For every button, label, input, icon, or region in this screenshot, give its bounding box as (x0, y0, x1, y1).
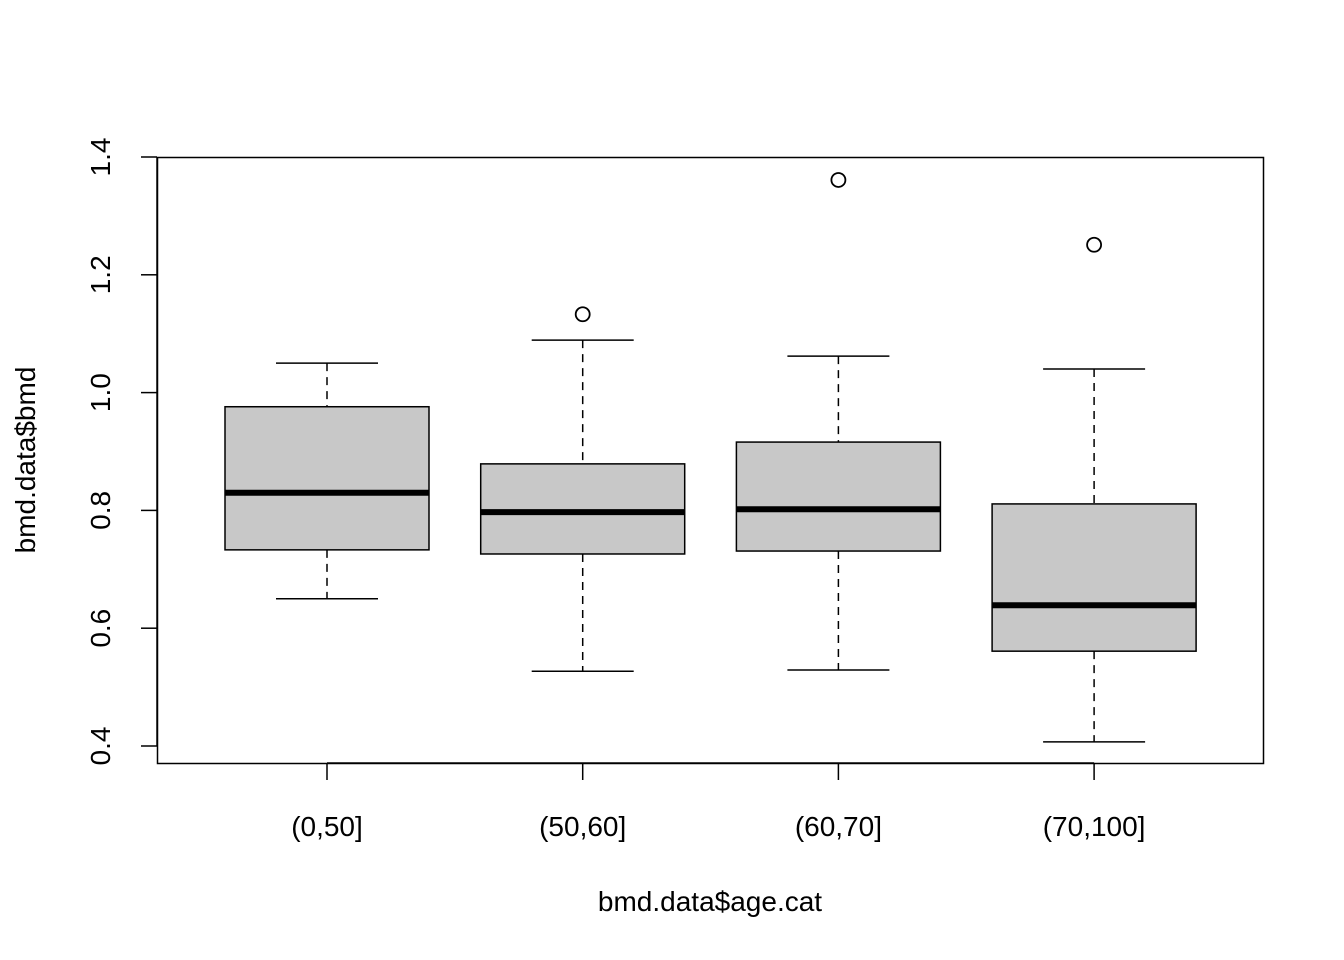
x-tick-label: (60,70] (795, 811, 882, 842)
outlier-point (830, 172, 847, 188)
y-tick-label: 0.4 (85, 727, 116, 766)
x-axis-label: bmd.data$age.cat (598, 886, 822, 917)
y-tick-label: 1.2 (85, 255, 116, 294)
box-iqr (735, 441, 942, 552)
plot-frame (156, 156, 1265, 765)
y-axis-label: bmd.data$bmd (10, 367, 41, 554)
y-tick-label: 1.4 (85, 138, 116, 177)
y-tick-label: 1.0 (85, 373, 116, 412)
y-tick-label: 0.8 (85, 491, 116, 530)
box-iqr (224, 405, 430, 551)
x-tick-label: (0,50] (291, 811, 363, 842)
x-tick-label: (50,60] (539, 811, 626, 842)
y-tick-label: 0.6 (85, 609, 116, 648)
x-tick-label: (70,100] (1043, 811, 1146, 842)
box-iqr (479, 463, 686, 555)
outlier-point (574, 306, 591, 323)
box-iqr (991, 503, 1197, 652)
outlier-point (1086, 236, 1102, 253)
